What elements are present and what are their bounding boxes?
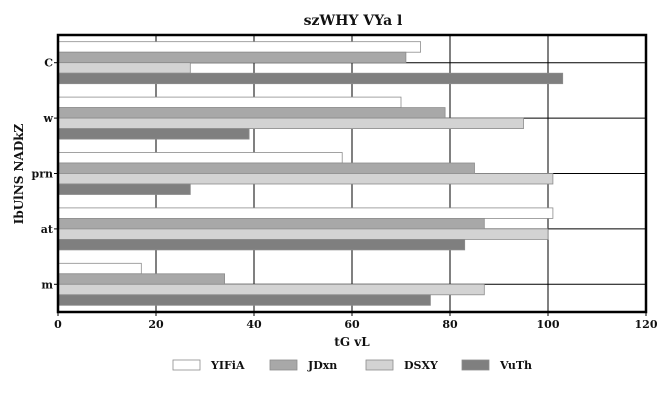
- bar-JDxn-C: [57, 51, 407, 64]
- chart-title: szWHY VYa l: [304, 13, 403, 29]
- bar-VuTh-m: [57, 294, 431, 306]
- y-axis-ticks: Cw prn at m: [32, 57, 58, 291]
- x-tick-label: 0: [54, 318, 62, 331]
- legend-label: DSXY: [404, 359, 438, 372]
- x-tick-label: 100: [537, 318, 560, 331]
- bar-JDxn-w: [57, 107, 446, 119]
- y-axis-label: IbUlNS NADkZ: [12, 123, 26, 224]
- bar-VuTh-w: [57, 128, 250, 140]
- x-axis-ticks: 0 20 40 60 80 100 120: [54, 312, 658, 331]
- y-tick-label: C: [44, 57, 53, 70]
- bar-YIFiA-m: [57, 262, 142, 275]
- x-tick-label: 20: [148, 318, 164, 331]
- bar-DSXY-m: [57, 283, 485, 296]
- bar-JDxn-prn: [57, 162, 475, 174]
- bar-DSXY-C: [57, 62, 191, 74]
- y-tick-label: m: [41, 278, 53, 291]
- bar-JDxn-m: [57, 273, 226, 285]
- legend-label: YIFiA: [210, 359, 245, 372]
- x-tick-label: 80: [442, 318, 458, 331]
- bar-JDxn-at: [57, 217, 485, 230]
- bar-YIFiA-at: [57, 207, 554, 219]
- x-axis-label: tG vL: [334, 335, 370, 349]
- x-tick-label: 40: [246, 318, 262, 331]
- legend-swatch: [172, 359, 201, 371]
- x-tick-label: 60: [344, 318, 360, 331]
- bar-VuTh-C: [57, 72, 564, 85]
- legend-swatch: [269, 359, 298, 371]
- bar-DSXY-w: [57, 117, 524, 129]
- y-tick-label: w: [43, 112, 54, 125]
- bar-VuTh-prn: [57, 183, 191, 195]
- legend: YIFiA JDxn DSXY VuTh: [172, 359, 532, 372]
- legend-swatch: [461, 359, 490, 371]
- y-tick-label: prn: [32, 168, 53, 181]
- legend-label: VuTh: [499, 359, 532, 372]
- bar-YIFiA-prn: [57, 152, 343, 164]
- bar-DSXY-at: [57, 228, 549, 240]
- legend-swatch: [365, 359, 394, 371]
- x-tick-label: 120: [635, 318, 658, 331]
- bar-DSXY-prn: [57, 173, 554, 185]
- bar-VuTh-at: [57, 238, 466, 251]
- y-tick-label: at: [41, 223, 54, 236]
- bars: [57, 41, 564, 306]
- bar-YIFiA-w: [57, 96, 402, 108]
- bar-YIFiA-C: [57, 41, 422, 53]
- legend-label: JDxn: [307, 359, 337, 372]
